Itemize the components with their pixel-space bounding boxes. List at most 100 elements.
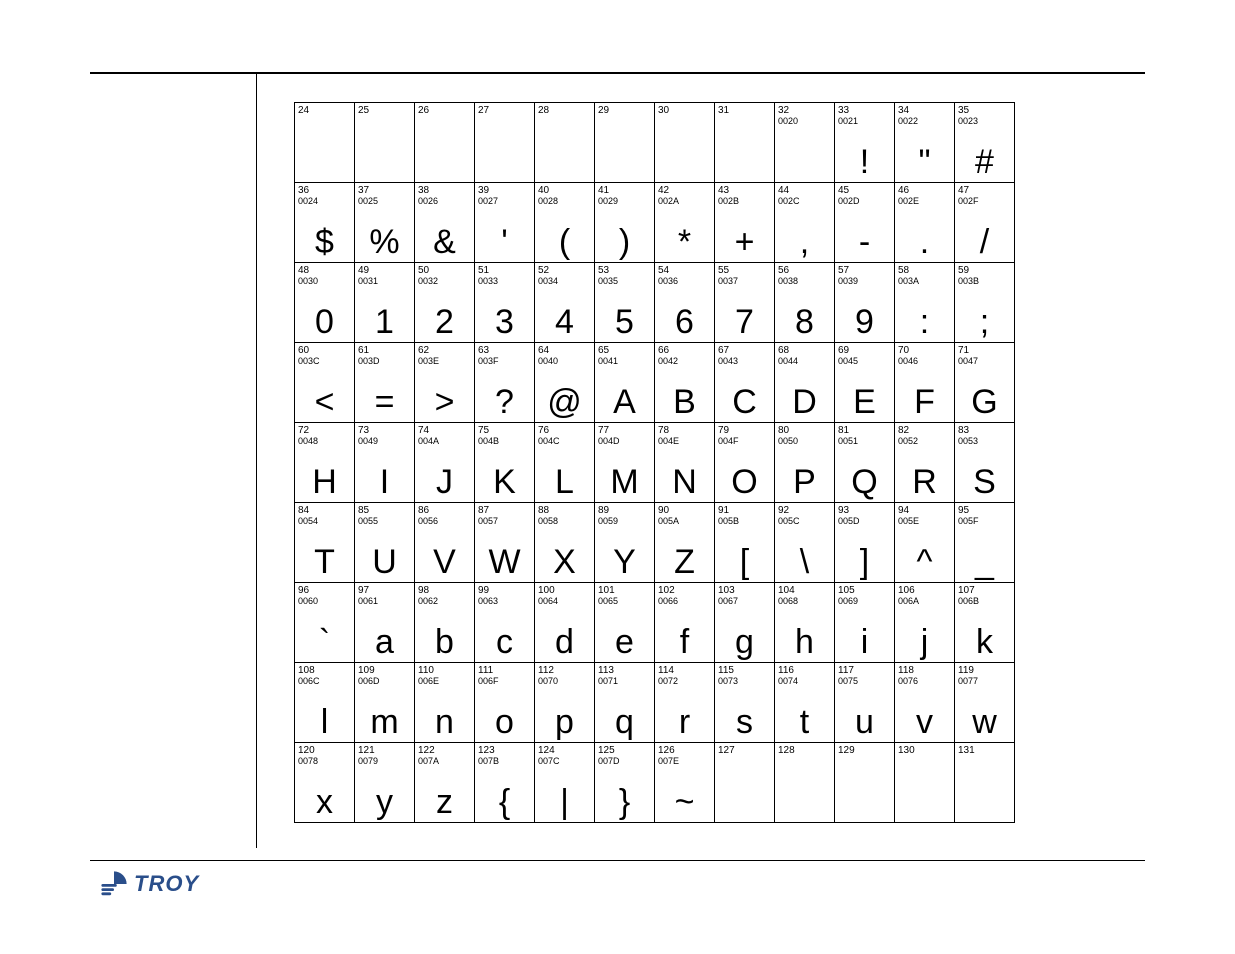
cell-hex: 0047 xyxy=(958,356,1011,366)
cell-glyph: 2 xyxy=(415,304,474,340)
cell-glyph: , xyxy=(775,224,834,260)
char-cell: 110006En xyxy=(415,663,475,743)
cell-hex: 0072 xyxy=(658,676,711,686)
cell-glyph: V xyxy=(415,544,474,580)
cell-glyph: A xyxy=(595,384,654,420)
cell-dec: 25 xyxy=(358,105,411,116)
cell-dec: 32 xyxy=(778,105,831,116)
cell-hex: 0059 xyxy=(598,516,651,526)
cell-hex: 006D xyxy=(358,676,411,686)
char-cell: 410029) xyxy=(595,183,655,263)
cell-dec: 110 xyxy=(418,665,471,676)
char-cell: 43002B+ xyxy=(715,183,775,263)
char-cell: 680044D xyxy=(775,343,835,423)
cell-dec: 114 xyxy=(658,665,711,676)
cell-hex: 003C xyxy=(298,356,351,366)
cell-glyph: B xyxy=(655,384,714,420)
cell-glyph: U xyxy=(355,544,414,580)
cell-hex: 0052 xyxy=(898,436,951,446)
cell-hex: 002C xyxy=(778,196,831,206)
cell-glyph: I xyxy=(355,464,414,500)
char-cell: 108006Cl xyxy=(295,663,355,743)
char-cell: 124007C| xyxy=(535,743,595,823)
cell-hex: 003A xyxy=(898,276,951,286)
cell-dec: 97 xyxy=(358,585,411,596)
char-cell: 123007B{ xyxy=(475,743,535,823)
cell-glyph: < xyxy=(295,384,354,420)
cell-glyph: 9 xyxy=(835,304,894,340)
cell-dec: 77 xyxy=(598,425,651,436)
char-cell: 31 xyxy=(715,103,775,183)
char-cell: 109006Dm xyxy=(355,663,415,743)
cell-dec: 86 xyxy=(418,505,471,516)
cell-hex: 0048 xyxy=(298,436,351,446)
cell-dec: 111 xyxy=(478,665,531,676)
cell-hex: 002D xyxy=(838,196,891,206)
cell-dec: 28 xyxy=(538,105,591,116)
cell-dec: 69 xyxy=(838,345,891,356)
cell-dec: 98 xyxy=(418,585,471,596)
cell-dec: 92 xyxy=(778,505,831,516)
cell-hex: 006E xyxy=(418,676,471,686)
char-cell: 380026& xyxy=(415,183,475,263)
char-cell: 700046F xyxy=(895,343,955,423)
char-cell: 76004CL xyxy=(535,423,595,503)
page: 2425262728293031320020330021!340022"3500… xyxy=(0,0,1235,954)
cell-hex: 0038 xyxy=(778,276,831,286)
cell-dec: 94 xyxy=(898,505,951,516)
char-cell: 4800300 xyxy=(295,263,355,343)
cell-hex: 0066 xyxy=(658,596,711,606)
cell-dec: 42 xyxy=(658,185,711,196)
char-cell: 127 xyxy=(715,743,775,823)
cell-dec: 104 xyxy=(778,585,831,596)
cell-glyph: @ xyxy=(535,384,594,420)
char-cell: 79004FO xyxy=(715,423,775,503)
char-cell: 77004DM xyxy=(595,423,655,503)
cell-hex: 0036 xyxy=(658,276,711,286)
cell-glyph: [ xyxy=(715,544,774,580)
char-cell: 360024$ xyxy=(295,183,355,263)
cell-hex: 0079 xyxy=(358,756,411,766)
cell-glyph: a xyxy=(355,624,414,660)
cell-dec: 44 xyxy=(778,185,831,196)
char-cell: 330021! xyxy=(835,103,895,183)
cell-glyph: \ xyxy=(775,544,834,580)
cell-dec: 66 xyxy=(658,345,711,356)
cell-dec: 81 xyxy=(838,425,891,436)
cell-hex: 0026 xyxy=(418,196,471,206)
cell-glyph: y xyxy=(355,784,414,820)
cell-glyph: v xyxy=(895,704,954,740)
cell-dec: 108 xyxy=(298,665,351,676)
cell-hex: 0076 xyxy=(898,676,951,686)
cell-hex: 0051 xyxy=(838,436,891,446)
cell-hex: 004A xyxy=(418,436,471,446)
cell-glyph: 1 xyxy=(355,304,414,340)
cell-hex: 003E xyxy=(418,356,471,366)
cell-hex: 0040 xyxy=(538,356,591,366)
cell-glyph: T xyxy=(295,544,354,580)
cell-glyph: o xyxy=(475,704,534,740)
cell-dec: 117 xyxy=(838,665,891,676)
cell-glyph: t xyxy=(775,704,834,740)
cell-glyph: F xyxy=(895,384,954,420)
table-row: 60003C<61003D=62003E>63003F?640040@65004… xyxy=(295,343,1015,423)
cell-dec: 56 xyxy=(778,265,831,276)
cell-dec: 84 xyxy=(298,505,351,516)
char-cell: 1210079y xyxy=(355,743,415,823)
cell-hex: 0058 xyxy=(538,516,591,526)
cell-glyph: " xyxy=(895,144,954,180)
cell-glyph: 3 xyxy=(475,304,534,340)
char-cell: 650041A xyxy=(595,343,655,423)
cell-glyph: c xyxy=(475,624,534,660)
cell-glyph: L xyxy=(535,464,594,500)
table-row: 960060`970061a980062b990063c1000064d1010… xyxy=(295,583,1015,663)
char-cell: 1140072r xyxy=(655,663,715,743)
cell-dec: 106 xyxy=(898,585,951,596)
char-cell: 400028( xyxy=(535,183,595,263)
cell-hex: 006B xyxy=(958,596,1011,606)
cell-glyph: * xyxy=(655,224,714,260)
cell-glyph: ` xyxy=(295,624,354,660)
cell-dec: 100 xyxy=(538,585,591,596)
cell-hex: 0029 xyxy=(598,196,651,206)
cell-glyph: m xyxy=(355,704,414,740)
